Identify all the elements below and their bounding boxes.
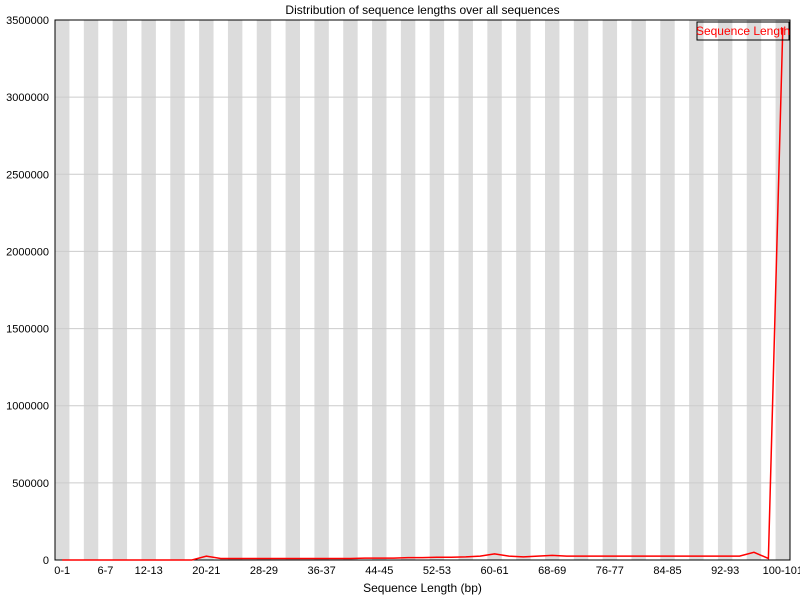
x-tick-label: 92-93: [711, 565, 739, 577]
y-tick-label: 2000000: [6, 246, 49, 258]
y-tick-label: 0: [43, 555, 49, 567]
y-tick-label: 500000: [12, 478, 49, 490]
x-tick-label: 44-45: [365, 565, 393, 577]
x-tick-label: 100-101: [763, 565, 800, 577]
x-tick-label: 36-37: [308, 565, 336, 577]
chart-title: Distribution of sequence lengths over al…: [285, 3, 559, 17]
x-tick-label: 60-61: [480, 565, 508, 577]
x-tick-label: 84-85: [653, 565, 681, 577]
x-tick-label: 20-21: [192, 565, 220, 577]
x-tick-label: 28-29: [250, 565, 278, 577]
y-tick-label: 3500000: [6, 15, 49, 27]
y-tick-label: 1000000: [6, 401, 49, 413]
x-tick-label: 12-13: [135, 565, 163, 577]
y-tick-label: 3000000: [6, 92, 49, 104]
x-tick-label: 6-7: [97, 565, 113, 577]
x-tick-label: 52-53: [423, 565, 451, 577]
y-tick-label: 2500000: [6, 169, 49, 181]
sequence-length-chart: 0 500000 1000000 1500000 2000000 2500000 30000…: [0, 0, 800, 600]
x-axis-label: Sequence Length (bp): [363, 581, 482, 595]
x-tick-label: 68-69: [538, 565, 566, 577]
y-tick-label: 1500000: [6, 324, 49, 336]
x-tick-label: 76-77: [596, 565, 624, 577]
legend-text: Sequence Length: [696, 24, 790, 38]
chart-svg: 0 500000 1000000 1500000 2000000 2500000 30000…: [0, 0, 800, 600]
x-tick-label: 0-1: [54, 565, 70, 577]
